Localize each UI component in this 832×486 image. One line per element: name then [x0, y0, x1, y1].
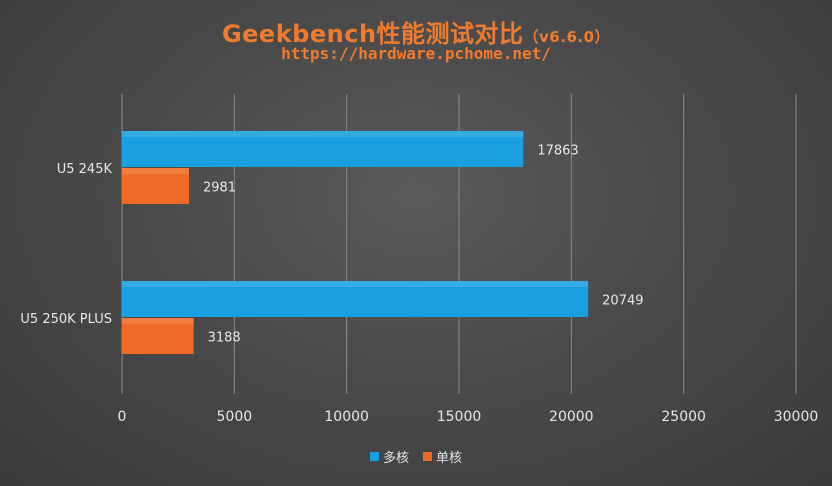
x-tick-label: 5000: [217, 409, 253, 425]
legend-swatch-singlecore: [423, 452, 432, 461]
bar-multicore: [122, 281, 589, 317]
x-tick-label: 15000: [437, 409, 482, 425]
x-tick-label: 20000: [549, 409, 594, 425]
bar-multicore: [122, 131, 524, 167]
data-label: 2981: [203, 181, 236, 196]
data-label: 17863: [537, 144, 578, 159]
chart-subtitle: https://hardware.pchome.net/: [281, 44, 551, 63]
chart-title-version: （v6.6.0）: [523, 28, 611, 46]
legend-item-singlecore: 单核: [423, 447, 462, 466]
chart-legend: 多核 单核: [0, 447, 832, 466]
bar-highlight: [122, 281, 589, 287]
x-tick-label: 25000: [661, 409, 706, 425]
bar-singlecore: [122, 318, 194, 354]
bar-highlight: [122, 318, 194, 324]
bar-highlight: [122, 131, 524, 137]
data-label: 20749: [602, 294, 643, 309]
data-label: 3188: [208, 331, 241, 346]
category-label: U5 250K PLUS: [20, 312, 112, 327]
legend-label-singlecore: 单核: [436, 451, 463, 466]
x-tick-label: 30000: [774, 409, 819, 425]
chart-title: Geekbench性能测试对比（v6.6.0）: [0, 14, 832, 49]
legend-label-multicore: 多核: [382, 451, 409, 466]
x-tick-label: 0: [118, 409, 127, 425]
legend-swatch-multicore: [369, 452, 379, 461]
chart-title-main: Geekbench性能测试对比: [221, 20, 524, 48]
bar-highlight: [122, 168, 189, 174]
x-tick-label: 10000: [324, 409, 369, 425]
bar-singlecore: [122, 168, 189, 204]
legend-item-multicore: 多核: [369, 447, 409, 466]
category-label: U5 245K: [57, 162, 113, 177]
